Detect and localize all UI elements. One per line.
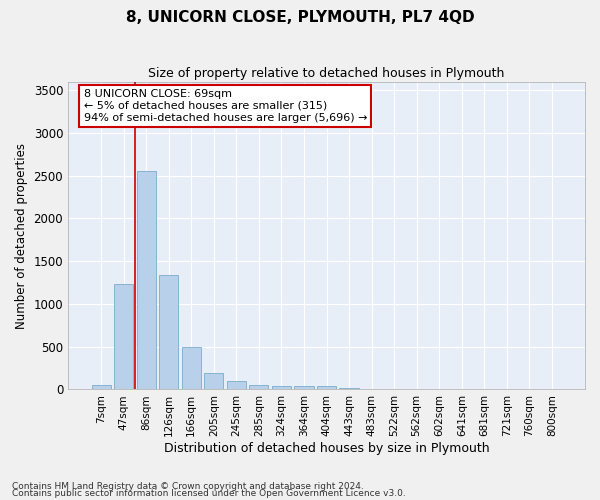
Bar (114, 284, 133, 390)
Text: 8, UNICORN CLOSE, PLYMOUTH, PL7 4QD: 8, UNICORN CLOSE, PLYMOUTH, PL7 4QD (125, 10, 475, 25)
Bar (227, 381, 246, 390)
Text: Contains HM Land Registry data © Crown copyright and database right 2024.: Contains HM Land Registry data © Crown c… (12, 482, 364, 491)
Bar (317, 386, 336, 390)
Bar (159, 275, 178, 390)
Bar (204, 373, 223, 390)
Bar (137, 170, 156, 390)
Bar (340, 388, 359, 390)
Bar (295, 386, 314, 390)
X-axis label: Distribution of detached houses by size in Plymouth: Distribution of detached houses by size … (164, 442, 490, 455)
Text: 8 UNICORN CLOSE: 69sqm
← 5% of detached houses are smaller (315)
94% of semi-det: 8 UNICORN CLOSE: 69sqm ← 5% of detached … (83, 90, 367, 122)
Bar (92, 385, 110, 390)
Title: Size of property relative to detached houses in Plymouth: Size of property relative to detached ho… (148, 68, 505, 80)
Text: Contains public sector information licensed under the Open Government Licence v3: Contains public sector information licen… (12, 490, 406, 498)
Bar (250, 385, 268, 390)
Y-axis label: Number of detached properties: Number of detached properties (15, 142, 28, 328)
Bar (272, 386, 291, 390)
Bar (182, 346, 201, 390)
